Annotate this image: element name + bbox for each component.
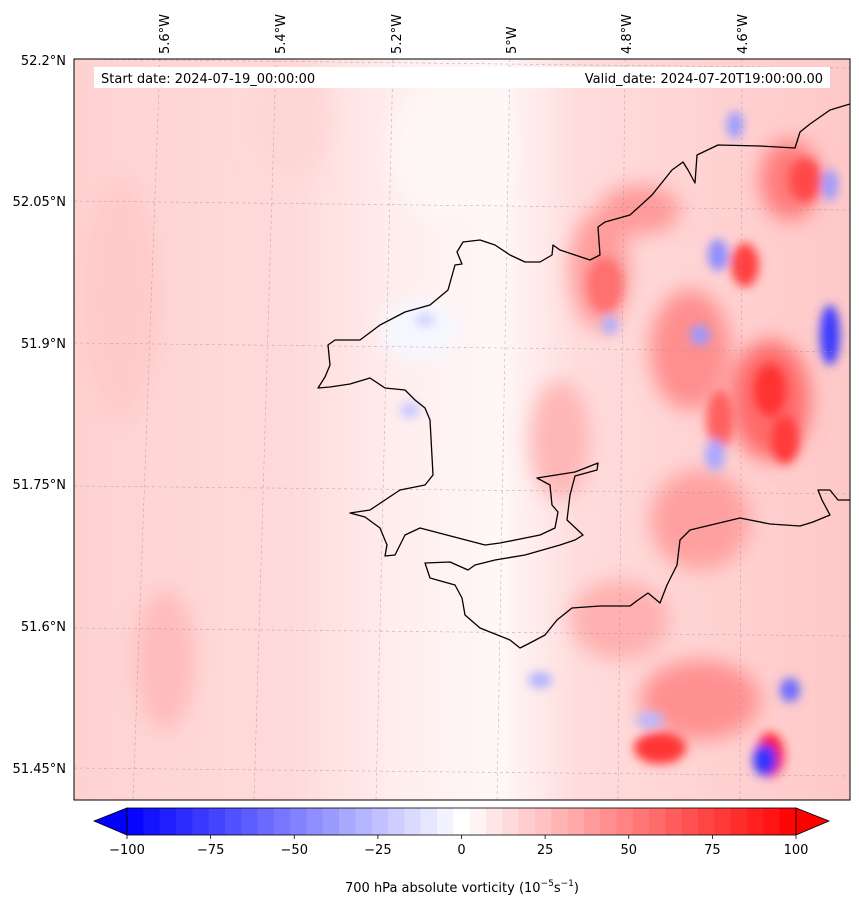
colorbar-cell: [159, 808, 177, 835]
colorbar-cell: [453, 808, 471, 835]
colorbar-cell: [747, 808, 764, 835]
colorbar-tick-label: 25: [537, 843, 554, 858]
lat-tick-label: 52.2°N: [21, 54, 66, 69]
colorbar-cell: [730, 808, 748, 835]
longitude-tick-labels: 5.6°W 5.4°W 5.2°W 5°W 4.8°W 4.6°W: [158, 14, 751, 54]
colorbar-cell: [779, 808, 797, 835]
colorbar-cell: [469, 808, 487, 835]
lat-tick-label: 51.45°N: [13, 762, 66, 777]
colorbar: −100 −75 −50 −25 0 25 50 75 100 700 hPa absolute…: [92, 807, 831, 896]
vorticity-field: [74, 59, 850, 800]
lon-tick-label: 5.4°W: [274, 14, 289, 54]
colorbar-cell: [273, 808, 291, 835]
colorbar-cell: [485, 808, 503, 835]
colorbar-cell: [616, 808, 634, 835]
colorbar-cell: [127, 808, 144, 835]
colorbar-cell: [437, 808, 454, 835]
colorbar-cell: [175, 808, 193, 835]
latitude-tick-labels: 52.2°N 52.05°N 51.9°N 51.75°N 51.6°N 51.…: [13, 54, 66, 777]
lat-tick-label: 52.05°N: [13, 195, 66, 210]
colorbar-cell: [388, 808, 405, 835]
coastline: [317, 103, 850, 649]
colorbar-tick-label: 50: [620, 843, 637, 858]
colorbar-tick-label: −100: [109, 843, 145, 858]
start-date-label: Start date: 2024-07-19_00:00:00: [101, 72, 315, 87]
valid-date-label: Valid_date: 2024-07-20T19:00:00.00: [585, 72, 823, 87]
colorbar-cell: [714, 808, 732, 835]
colorbar-cell: [420, 808, 438, 835]
colorbar-extend-min: [92, 807, 128, 836]
lat-tick-label: 51.6°N: [21, 620, 66, 635]
lon-tick-label: 5.2°W: [390, 14, 405, 54]
colorbar-tick-label: −75: [197, 843, 224, 858]
colorbar-cell: [600, 808, 617, 835]
lat-tick-label: 51.75°N: [13, 478, 66, 493]
colorbar-cell: [698, 808, 715, 835]
colorbar-cell: [208, 808, 226, 835]
colorbar-extend-max: [795, 807, 831, 836]
colorbar-cell: [649, 808, 666, 835]
colorbar-cell: [143, 808, 161, 835]
map-frame: [73, 58, 851, 801]
colorbar-cell: [551, 808, 568, 835]
colorbar-cell: [339, 808, 356, 835]
header-banner: [94, 67, 830, 88]
colorbar-tick-label: −50: [281, 843, 308, 858]
colorbar-cell: [518, 808, 536, 835]
colorbar-cell: [404, 808, 422, 835]
colorbar-cell: [192, 808, 209, 835]
colorbar-cell: [224, 808, 242, 835]
colorbar-cell: [241, 808, 258, 835]
colorbar-cell: [534, 808, 552, 835]
lon-tick-label: 5.6°W: [158, 14, 173, 54]
colorbar-tick-label: 100: [784, 843, 809, 858]
colorbar-tick-label: −25: [364, 843, 391, 858]
colorbar-cell: [681, 808, 699, 835]
colorbar-cell: [665, 808, 683, 835]
colorbar-tick-label: 75: [704, 843, 721, 858]
colorbar-label: 700 hPa absolute vorticity (10−5s−1): [345, 879, 579, 896]
lat-tick-label: 51.9°N: [21, 337, 66, 352]
colorbar-cells: [127, 808, 797, 835]
colorbar-cell: [502, 808, 520, 835]
colorbar-cell: [290, 808, 307, 835]
colorbar-cell: [763, 808, 781, 835]
colorbar-tick-label: 0: [457, 843, 465, 858]
lon-tick-label: 5°W: [505, 26, 520, 54]
colorbar-cell: [355, 808, 373, 835]
colorbar-cell: [567, 808, 585, 835]
lon-tick-label: 4.6°W: [736, 14, 751, 54]
colorbar-cell: [322, 808, 340, 835]
colorbar-cell: [257, 808, 275, 835]
colorbar-ticks: −100 −75 −50 −25 0 25 50 75 100: [109, 835, 808, 858]
colorbar-cell: [371, 808, 389, 835]
colorbar-cell: [632, 808, 650, 835]
colorbar-cell: [306, 808, 324, 835]
lon-tick-label: 4.8°W: [620, 14, 635, 54]
colorbar-cell: [583, 808, 601, 835]
